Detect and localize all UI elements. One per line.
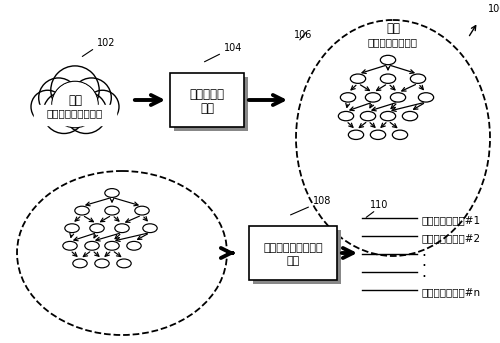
Bar — [174, 77, 248, 131]
Text: 组件: 组件 — [200, 102, 214, 115]
Text: 100: 100 — [488, 4, 500, 14]
Text: 106: 106 — [294, 30, 312, 40]
Text: 110: 110 — [370, 200, 388, 210]
Ellipse shape — [380, 74, 396, 83]
Bar — [249, 226, 337, 280]
Ellipse shape — [410, 74, 426, 83]
Text: 句子: 句子 — [68, 94, 82, 107]
Text: ·: · — [421, 248, 426, 263]
Text: 分类: 分类 — [386, 22, 400, 35]
Circle shape — [51, 66, 99, 114]
Text: 102: 102 — [97, 38, 116, 48]
Ellipse shape — [90, 224, 104, 233]
Ellipse shape — [350, 74, 366, 83]
Ellipse shape — [105, 206, 119, 215]
Ellipse shape — [105, 189, 119, 198]
Circle shape — [31, 90, 64, 123]
Text: 本地化语言模型#n: 本地化语言模型#n — [421, 287, 480, 297]
Ellipse shape — [402, 111, 417, 121]
Circle shape — [86, 90, 119, 123]
Ellipse shape — [95, 259, 109, 268]
Ellipse shape — [85, 241, 99, 250]
Circle shape — [43, 92, 85, 133]
Ellipse shape — [390, 93, 406, 102]
Bar — [34, 105, 116, 125]
Circle shape — [53, 83, 97, 127]
Ellipse shape — [392, 130, 407, 140]
Text: 本地化语言模型#2: 本地化语言模型#2 — [421, 233, 480, 243]
Text: 108: 108 — [313, 196, 332, 206]
Text: （例如，查询日志）: （例如，查询日志） — [47, 108, 103, 118]
Circle shape — [65, 92, 107, 133]
Ellipse shape — [418, 93, 434, 102]
Ellipse shape — [340, 93, 355, 102]
Ellipse shape — [370, 130, 386, 140]
Text: 组件: 组件 — [286, 256, 300, 266]
Ellipse shape — [65, 224, 79, 233]
Ellipse shape — [366, 93, 380, 102]
Ellipse shape — [135, 206, 149, 215]
Bar — [170, 73, 244, 127]
Ellipse shape — [380, 55, 396, 65]
Circle shape — [72, 78, 112, 118]
Text: 分类编码器: 分类编码器 — [190, 88, 224, 102]
Ellipse shape — [105, 241, 119, 250]
Circle shape — [52, 81, 98, 128]
Text: ·: · — [421, 270, 426, 285]
Ellipse shape — [115, 224, 129, 233]
Text: 本地化语言模型#1: 本地化语言模型#1 — [421, 215, 480, 225]
Ellipse shape — [127, 241, 141, 250]
Ellipse shape — [143, 224, 157, 233]
Text: 本地语言模型解码器: 本地语言模型解码器 — [263, 243, 323, 253]
Circle shape — [38, 78, 78, 118]
Ellipse shape — [75, 206, 89, 215]
Ellipse shape — [63, 241, 77, 250]
Ellipse shape — [117, 259, 131, 268]
Text: （例如，树结构）: （例如，树结构） — [368, 37, 418, 47]
Ellipse shape — [380, 111, 396, 121]
Ellipse shape — [360, 111, 376, 121]
Ellipse shape — [348, 130, 364, 140]
Text: ·: · — [421, 259, 426, 274]
Ellipse shape — [338, 111, 353, 121]
Bar — [253, 230, 341, 284]
Text: 104: 104 — [224, 43, 242, 53]
Ellipse shape — [73, 259, 87, 268]
